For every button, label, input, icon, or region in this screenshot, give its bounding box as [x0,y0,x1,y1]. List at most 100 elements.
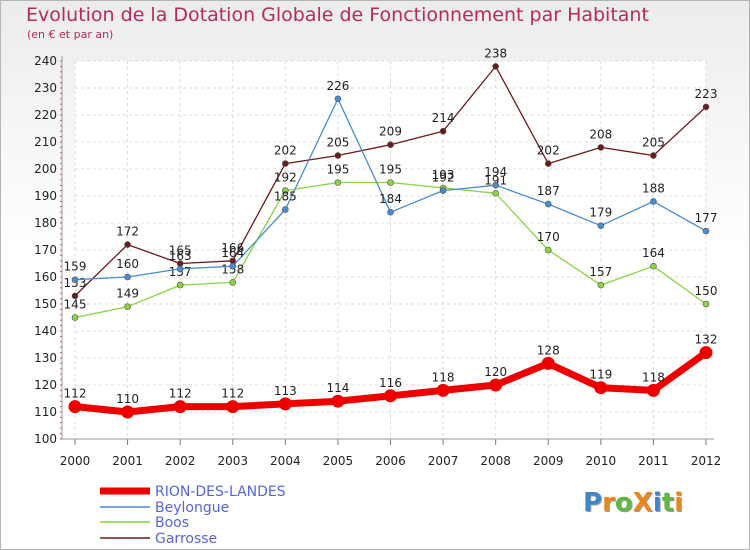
data-point [334,95,342,103]
data-point [702,300,710,308]
data-point [544,160,552,167]
x-tick-label: 2012 [691,454,722,468]
y-tick-label: 170 [34,243,57,257]
logo-letter: P [583,488,603,518]
data-point [282,160,289,167]
data-label: 163 [169,249,192,263]
data-point [229,262,237,270]
data-point [597,144,605,151]
data-label: 164 [221,246,244,260]
data-point [71,292,79,300]
legend-label: Garrosse [155,531,217,547]
data-label: 113 [274,384,297,398]
data-label: 132 [695,333,718,347]
data-label: 118 [642,370,665,384]
data-point [384,389,397,403]
data-point [699,346,713,360]
x-tick-label: 2008 [480,454,511,468]
data-point [124,273,131,281]
data-point [71,276,79,284]
data-point [282,187,289,194]
data-label: 116 [379,376,402,390]
data-label: 150 [695,284,718,298]
y-tick-label: 200 [34,162,57,176]
data-point [176,281,184,289]
logo-letter: r [602,488,615,518]
data-label: 223 [695,87,718,101]
data-label: 202 [274,144,297,158]
data-point [436,383,450,397]
chart-title: Evolution de la Dotation Globale de Fonc… [26,4,649,26]
data-point [226,400,240,414]
data-label: 149 [116,287,139,301]
data-label: 118 [432,370,455,384]
data-label: 170 [537,230,560,244]
data-label: 188 [642,181,665,195]
y-tick-label: 210 [34,135,57,149]
x-tick-label: 2006 [375,454,406,468]
data-point [334,152,342,159]
x-tick-label: 2001 [112,454,143,468]
data-point [334,179,342,186]
y-tick-label: 150 [34,297,57,311]
data-label: 128 [537,343,560,357]
data-label: 208 [589,127,612,141]
y-tick-label: 160 [34,270,57,284]
legend-label: RION-DES-LANDES [155,484,286,500]
data-label: 192 [432,171,455,185]
data-label: 194 [484,165,507,179]
data-point [492,63,499,70]
data-point [387,179,394,186]
data-label: 193 [432,168,455,182]
data-label: 165 [169,244,192,258]
data-point [282,206,289,213]
y-tick-label: 190 [34,189,57,203]
data-point [544,200,552,208]
data-point [278,397,292,411]
x-tick-label: 2011 [638,454,669,468]
data-point [124,241,131,248]
data-point [489,378,503,392]
data-point [541,356,555,370]
x-tick-label: 2000 [60,454,91,468]
data-label: 145 [64,298,87,312]
x-tick-label: 2005 [323,454,354,468]
data-label: 159 [64,260,87,274]
data-label: 205 [642,136,665,150]
legend-label: Boos [155,515,189,531]
data-point [331,394,345,408]
data-point [121,405,135,419]
data-label: 226 [326,79,349,93]
data-label: 172 [116,225,139,239]
y-tick-label: 110 [34,405,57,419]
data-label: 184 [379,192,402,206]
data-label: 214 [432,111,455,125]
data-point [387,208,394,216]
logo-letter: o [614,488,633,518]
data-point [492,190,499,197]
logo-letter: X [632,488,653,518]
y-tick-label: 120 [34,378,57,392]
legend-label: Beylongue [155,500,229,516]
data-label: 185 [274,190,297,204]
data-point [650,262,657,270]
data-point [173,400,187,414]
logo-letter: i [652,488,662,518]
data-label: 164 [642,246,665,260]
y-tick-label: 130 [34,351,57,365]
data-label: 187 [537,184,560,198]
data-label: 157 [589,265,612,279]
x-tick-label: 2003 [217,454,248,468]
chart-subtitle: (en € et par an) [27,28,114,41]
data-label: 120 [484,365,507,379]
data-label: 160 [116,257,139,271]
logo-letter: i [674,488,684,518]
data-point [439,127,447,135]
data-label: 195 [326,163,349,177]
data-label: 166 [221,241,244,255]
data-point [597,222,605,229]
data-label: 110 [116,392,139,406]
data-point [71,314,79,321]
data-label: 205 [326,136,349,150]
